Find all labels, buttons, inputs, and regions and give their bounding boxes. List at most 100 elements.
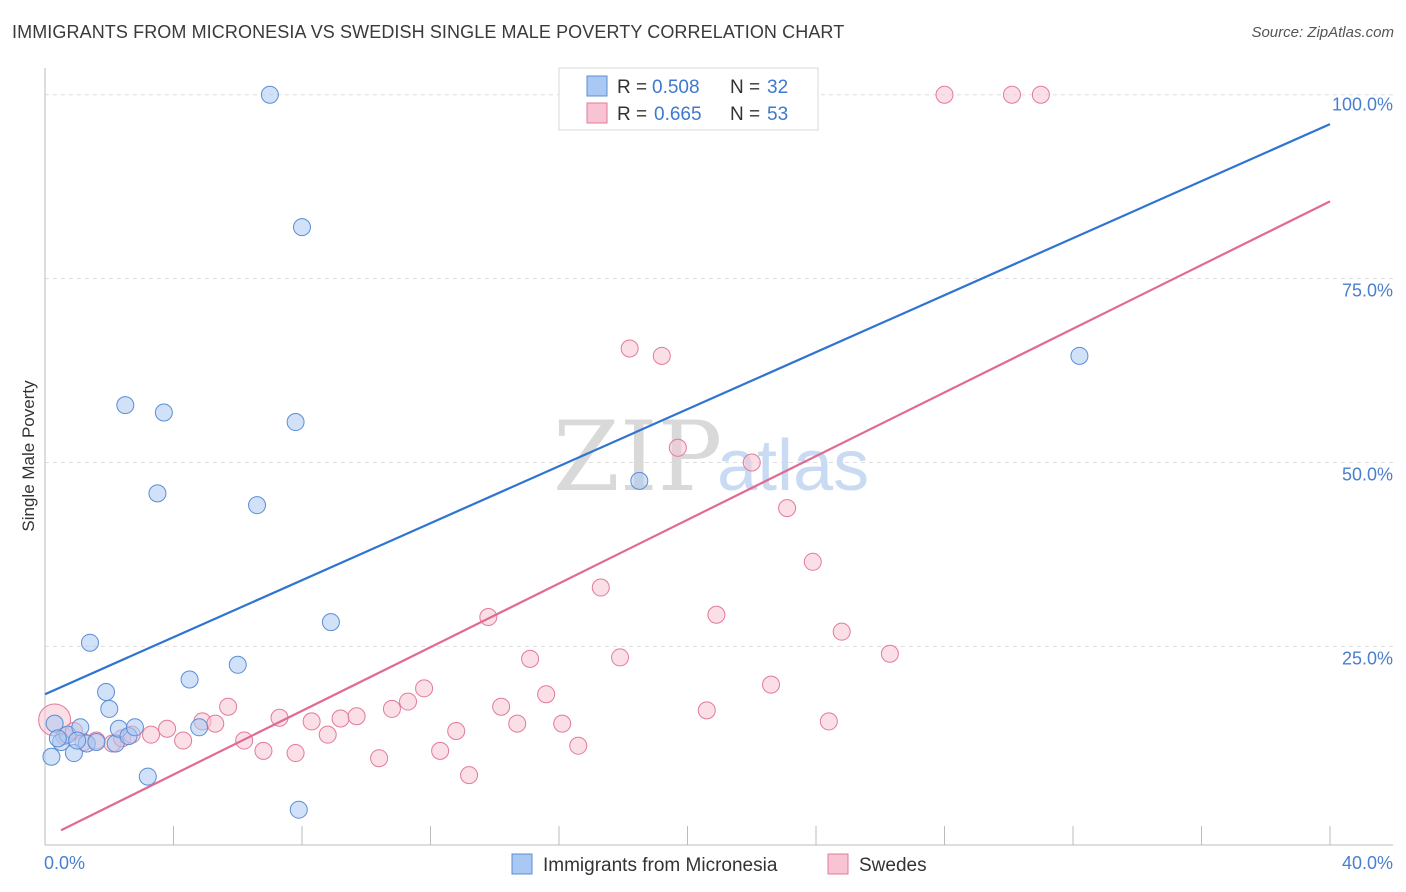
legend-r-value-2: 0.665 bbox=[654, 104, 702, 125]
swedes-point bbox=[620, 339, 639, 358]
legend-swatch-swedes bbox=[586, 102, 608, 124]
swedes-point bbox=[521, 649, 540, 668]
legend-r-label-1: R = bbox=[617, 77, 647, 98]
swedes-point bbox=[399, 692, 418, 711]
trend-lines bbox=[44, 123, 1331, 832]
series-legend: Immigrants from Micronesia Swedes bbox=[511, 853, 927, 876]
swedes-point bbox=[819, 712, 838, 731]
swedes-point bbox=[382, 699, 401, 718]
swedes-point bbox=[1031, 85, 1050, 104]
swedes-point bbox=[174, 731, 193, 750]
micronesia-point bbox=[148, 484, 167, 503]
micronesia-point bbox=[125, 718, 144, 737]
y-tick-label: 75.0% bbox=[1342, 281, 1393, 301]
swedes-point bbox=[697, 701, 716, 720]
x-ticks bbox=[173, 826, 1331, 845]
swedes-point bbox=[652, 346, 671, 365]
grid-lines bbox=[45, 94, 1393, 647]
swedes-point bbox=[762, 675, 781, 694]
y-tick-label: 100.0% bbox=[1332, 95, 1393, 115]
swedes-point bbox=[447, 721, 466, 740]
micronesia-point bbox=[100, 699, 119, 718]
x-tick-label-max: 40.0% bbox=[1342, 853, 1393, 873]
swedes-point bbox=[460, 766, 479, 785]
micronesia-point bbox=[286, 413, 305, 432]
swedes-point bbox=[206, 714, 225, 733]
swedes-trend-line bbox=[60, 200, 1331, 832]
y-tick-label: 50.0% bbox=[1342, 465, 1393, 485]
y-tick-label: 25.0% bbox=[1342, 648, 1393, 668]
micronesia-point bbox=[260, 85, 279, 104]
swedes-point bbox=[832, 622, 851, 641]
micronesia-point bbox=[321, 613, 340, 632]
micronesia-point bbox=[48, 729, 67, 748]
series-micronesia bbox=[42, 85, 1089, 819]
micronesia-point bbox=[138, 767, 157, 786]
legend-n-value-1: 32 bbox=[767, 77, 788, 98]
swedes-point bbox=[508, 714, 527, 733]
legend-n-label-2: N = bbox=[730, 104, 760, 125]
micronesia-trend-line bbox=[44, 123, 1331, 696]
legend-n-value-2: 53 bbox=[767, 104, 788, 125]
swedes-point bbox=[1002, 85, 1021, 104]
swedes-point bbox=[707, 605, 726, 624]
micronesia-point bbox=[293, 218, 311, 237]
swedes-point bbox=[331, 709, 350, 728]
chart-title: IMMIGRANTS FROM MICRONESIA VS SWEDISH SI… bbox=[12, 22, 845, 42]
micronesia-point bbox=[630, 471, 649, 490]
swedes-point bbox=[302, 712, 321, 731]
micronesia-point bbox=[154, 403, 173, 422]
swedes-point bbox=[431, 741, 450, 760]
swedes-point bbox=[370, 749, 389, 768]
legend-swatch-micronesia bbox=[586, 75, 608, 97]
swedes-point bbox=[742, 453, 761, 472]
y-axis-label: Single Male Poverty bbox=[19, 380, 38, 532]
micronesia-point bbox=[80, 633, 99, 652]
bottom-legend-label-swedes: Swedes bbox=[859, 855, 927, 876]
swedes-point bbox=[569, 736, 588, 755]
source-label: Source: ZipAtlas.com bbox=[1251, 24, 1394, 41]
bottom-legend-swatch-micronesia bbox=[511, 853, 533, 875]
swedes-point bbox=[880, 644, 899, 663]
swedes-point bbox=[778, 499, 797, 518]
swedes-point bbox=[803, 552, 822, 571]
swedes-point bbox=[537, 685, 556, 704]
swedes-point bbox=[219, 697, 238, 716]
micronesia-point bbox=[228, 655, 247, 674]
swedes-point bbox=[286, 744, 305, 763]
micronesia-point bbox=[42, 747, 61, 766]
legend-r-label-2: R = bbox=[617, 104, 647, 125]
micronesia-point bbox=[97, 683, 116, 701]
watermark: ZIP atlas bbox=[553, 401, 869, 513]
bottom-legend-label-micronesia: Immigrants from Micronesia bbox=[543, 855, 778, 876]
x-tick-label-min: 0.0% bbox=[44, 853, 85, 873]
legend-n-label-1: N = bbox=[730, 77, 760, 98]
swedes-point bbox=[270, 708, 289, 727]
swedes-point bbox=[318, 725, 337, 744]
swedes-point bbox=[591, 578, 610, 597]
swedes-point bbox=[415, 679, 434, 698]
correlation-legend: R = 0.508 N = 32 R = 0.665 N = 53 bbox=[558, 67, 819, 131]
micronesia-point bbox=[190, 718, 209, 737]
micronesia-point bbox=[87, 733, 106, 752]
swedes-point bbox=[347, 707, 366, 726]
swedes-point bbox=[479, 607, 498, 626]
swedes-point bbox=[158, 719, 177, 738]
swedes-point bbox=[935, 85, 954, 104]
swedes-point bbox=[611, 648, 630, 667]
micronesia-point bbox=[1070, 346, 1089, 365]
swedes-point bbox=[492, 697, 511, 716]
legend-r-value-1: 0.508 bbox=[652, 77, 700, 98]
micronesia-point bbox=[289, 800, 308, 819]
y-tick-labels: 25.0% 50.0% 75.0% 100.0% bbox=[1332, 95, 1393, 669]
bottom-legend-swatch-swedes bbox=[827, 853, 849, 875]
micronesia-point bbox=[116, 396, 135, 415]
swedes-point bbox=[254, 741, 273, 760]
swedes-point bbox=[668, 438, 687, 457]
swedes-point bbox=[142, 725, 161, 744]
micronesia-point bbox=[248, 496, 267, 515]
swedes-point bbox=[553, 714, 572, 733]
micronesia-point bbox=[68, 731, 87, 750]
micronesia-point bbox=[180, 670, 199, 689]
